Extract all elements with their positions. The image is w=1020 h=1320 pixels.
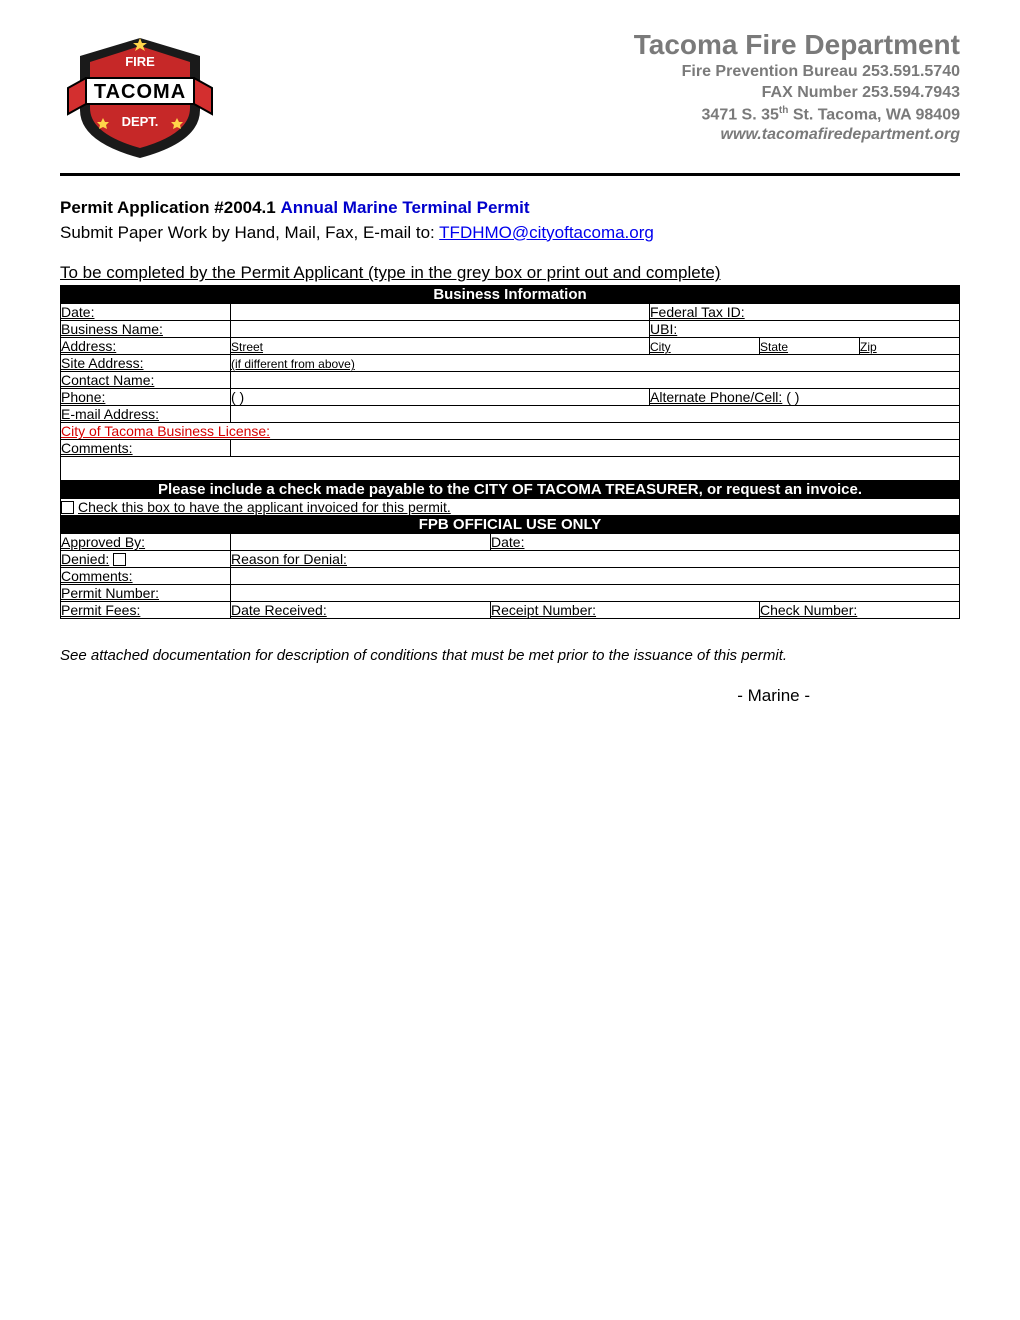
label-address: Address: xyxy=(61,338,231,355)
label-approved-by: Approved By: xyxy=(61,534,231,551)
field-date[interactable] xyxy=(231,304,650,321)
field-approved-by[interactable] xyxy=(231,534,491,551)
field-permit-number[interactable] xyxy=(231,585,960,602)
payment-note: Please include a check made payable to t… xyxy=(61,481,960,499)
label-license: City of Tacoma Business License: xyxy=(61,423,960,440)
field-contact-name[interactable] xyxy=(231,372,960,389)
business-info-table: Business Information Date: Federal Tax I… xyxy=(60,285,960,619)
bureau-phone: Fire Prevention Bureau 253.591.5740 xyxy=(634,61,960,83)
label-contact-name: Contact Name: xyxy=(61,372,231,389)
label-receipt-number: Receipt Number: xyxy=(491,602,760,619)
label-zip: Zip xyxy=(860,338,960,355)
svg-text:FIRE: FIRE xyxy=(125,54,155,69)
permit-label: Permit Application #2004.1 xyxy=(60,198,276,217)
divider xyxy=(60,173,960,176)
spacer-row xyxy=(61,457,960,481)
label-date: Date: xyxy=(61,304,231,321)
invoice-checkbox-line[interactable]: Check this box to have the applicant inv… xyxy=(61,499,960,516)
section-business-info: Business Information xyxy=(61,286,960,304)
footnote: See attached documentation for descripti… xyxy=(60,647,960,664)
label-business-name: Business Name: xyxy=(61,321,231,338)
label-permit-fees: Permit Fees: xyxy=(61,602,231,619)
address: 3471 S. 35th St. Tacoma, WA 98409 xyxy=(634,104,960,126)
field-fpb-comments[interactable] xyxy=(231,568,960,585)
field-comments[interactable] xyxy=(231,440,960,457)
label-fpb-comments: Comments: xyxy=(61,568,231,585)
label-ubi: UBI: xyxy=(650,321,960,338)
label-street: Street xyxy=(231,338,650,355)
field-phone[interactable]: ( ) xyxy=(231,389,650,406)
permit-name: Annual Marine Terminal Permit xyxy=(280,198,529,217)
label-permit-number: Permit Number: xyxy=(61,585,231,602)
permit-title-line: Permit Application #2004.1 Annual Marine… xyxy=(60,196,960,221)
label-email: E-mail Address: xyxy=(61,406,231,423)
website: www.tacomafiredepartment.org xyxy=(634,126,960,144)
applicant-instruction: To be completed by the Permit Applicant … xyxy=(60,263,960,283)
field-email[interactable] xyxy=(231,406,960,423)
label-fed-tax: Federal Tax ID: xyxy=(650,304,960,321)
header: FIRE TACOMA DEPT. Tacoma Fire Department… xyxy=(60,30,960,167)
label-check-number: Check Number: xyxy=(760,602,960,619)
svg-text:DEPT.: DEPT. xyxy=(122,114,159,129)
label-date-received: Date Received: xyxy=(231,602,491,619)
label-denied: Denied: xyxy=(61,551,231,568)
label-city: City xyxy=(650,338,760,355)
label-state: State xyxy=(760,338,860,355)
logo: FIRE TACOMA DEPT. xyxy=(60,30,220,167)
dept-title: Tacoma Fire Department xyxy=(634,30,960,61)
denied-checkbox[interactable] xyxy=(113,553,126,566)
label-site-note: (if different from above) xyxy=(231,355,960,372)
svg-text:TACOMA: TACOMA xyxy=(94,81,186,103)
label-fpb-date: Date: xyxy=(491,534,960,551)
submit-line: Submit Paper Work by Hand, Mail, Fax, E-… xyxy=(60,221,960,246)
invoice-checkbox[interactable] xyxy=(61,501,74,514)
label-comments: Comments: xyxy=(61,440,231,457)
label-site-address: Site Address: xyxy=(61,355,231,372)
section-fpb: FPB OFFICIAL USE ONLY xyxy=(61,516,960,534)
email-link[interactable]: TFDHMO@cityoftacoma.org xyxy=(439,223,654,242)
marine-tag: - Marine - xyxy=(60,686,960,706)
label-reason-denial: Reason for Denial: xyxy=(231,551,960,568)
fax: FAX Number 253.594.7943 xyxy=(634,82,960,104)
field-business-name[interactable] xyxy=(231,321,650,338)
label-phone: Phone: xyxy=(61,389,231,406)
label-alt-phone: Alternate Phone/Cell: ( ) xyxy=(650,389,960,406)
